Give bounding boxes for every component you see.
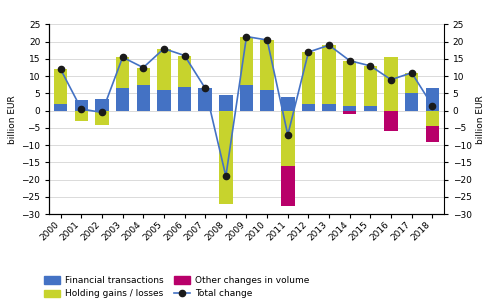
Bar xyxy=(343,106,356,111)
Bar xyxy=(157,49,171,90)
Bar xyxy=(405,93,419,111)
Y-axis label: billion EUR: billion EUR xyxy=(8,95,17,144)
Bar xyxy=(281,166,294,206)
Bar xyxy=(74,111,88,121)
Bar xyxy=(425,126,439,142)
Bar xyxy=(219,95,233,111)
Bar xyxy=(137,85,150,111)
Bar xyxy=(116,88,129,111)
Bar xyxy=(425,88,439,111)
Bar xyxy=(95,111,108,125)
Bar xyxy=(385,57,398,111)
Bar xyxy=(322,104,336,111)
Bar xyxy=(178,87,191,111)
Bar xyxy=(74,100,88,111)
Legend: Financial transactions, Holding gains / losses, Other changes in volume, Total c: Financial transactions, Holding gains / … xyxy=(44,276,309,298)
Bar xyxy=(302,52,315,104)
Bar xyxy=(137,68,150,85)
Bar xyxy=(364,106,377,111)
Bar xyxy=(405,73,419,93)
Bar xyxy=(54,104,68,111)
Bar xyxy=(385,111,398,131)
Bar xyxy=(281,97,294,111)
Bar xyxy=(95,99,108,111)
Bar xyxy=(425,111,439,126)
Bar xyxy=(343,61,356,106)
Bar xyxy=(343,111,356,114)
Bar xyxy=(322,45,336,104)
Bar xyxy=(199,88,212,111)
Bar xyxy=(116,57,129,88)
Bar xyxy=(364,66,377,106)
Bar xyxy=(54,69,68,104)
Y-axis label: billion EUR: billion EUR xyxy=(476,95,485,144)
Bar xyxy=(281,111,294,166)
Bar xyxy=(219,111,233,204)
Bar xyxy=(157,90,171,111)
Bar xyxy=(260,40,274,90)
Bar xyxy=(178,55,191,87)
Bar xyxy=(240,36,253,85)
Bar xyxy=(260,90,274,111)
Bar xyxy=(240,85,253,111)
Bar xyxy=(302,104,315,111)
